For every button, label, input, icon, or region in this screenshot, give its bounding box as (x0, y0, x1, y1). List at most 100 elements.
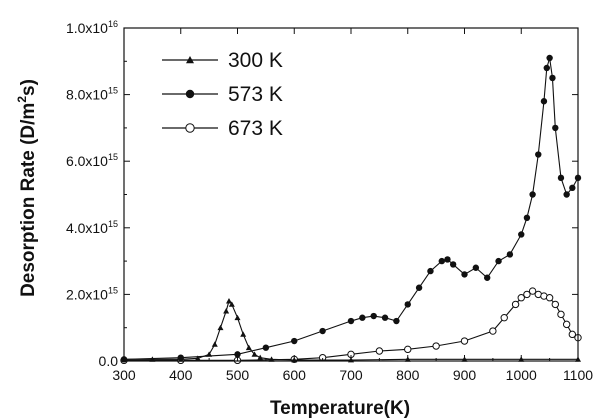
data-point (540, 98, 548, 105)
data-point (569, 184, 576, 192)
data-point (523, 214, 531, 222)
plot-area (120, 54, 582, 365)
x-tick-label: 400 (169, 367, 193, 383)
y-tick-mantissa: 2.0x10 (66, 286, 108, 302)
data-point (262, 344, 270, 351)
y-axis-title-end: s) (18, 79, 39, 96)
data-point (568, 330, 577, 339)
y-tick-label: 0.0 (99, 353, 119, 369)
data-point (535, 151, 542, 158)
x-tick-label: 600 (283, 367, 307, 383)
data-point (549, 74, 556, 82)
data-point (472, 264, 480, 271)
x-tick-label: 1100 (563, 367, 593, 383)
x-tick-label: 500 (226, 367, 250, 383)
y-axis-title-main: Desorption Rate (D/m (18, 103, 39, 297)
data-point (225, 298, 232, 304)
x-tick-label: 300 (112, 367, 136, 383)
data-point (234, 351, 241, 358)
data-point (234, 314, 241, 321)
legend-entry: 300 K (162, 49, 283, 72)
y-tick-exponent: 15 (108, 219, 118, 229)
x-axis-title: Temperature(K) (270, 398, 410, 419)
data-point (257, 354, 264, 361)
data-point (404, 301, 411, 308)
legend-label: 300 K (228, 49, 283, 72)
x-tick-label: 700 (339, 367, 363, 383)
legend-label: 673 K (228, 117, 283, 140)
y-axis-title: Desorption Rate (D/m2s) (15, 79, 39, 297)
series-line (124, 290, 579, 361)
data-point (404, 345, 412, 354)
data-point (268, 356, 275, 362)
data-point (432, 342, 440, 350)
y-tick-exponent: 15 (108, 285, 118, 295)
legend-marker (185, 89, 195, 99)
data-point (551, 300, 559, 309)
x-tick-label: 1000 (506, 367, 537, 383)
data-point (528, 287, 537, 295)
data-point (484, 274, 491, 281)
y-tick-label: 6.0x1015 (66, 152, 118, 169)
data-point (500, 314, 508, 322)
x-tick-label: 900 (453, 367, 477, 383)
data-point (545, 294, 554, 302)
y-tick-label: 1.0x1016 (66, 19, 118, 36)
data-point (251, 351, 258, 357)
data-point (245, 344, 252, 351)
legend-entry: 673 K (162, 117, 283, 140)
data-point (347, 317, 355, 325)
data-point (557, 310, 565, 319)
y-tick-mantissa: 6.0x10 (66, 153, 108, 169)
data-point (489, 327, 497, 335)
data-point (511, 300, 520, 309)
data-point (460, 337, 469, 345)
data-point (461, 271, 468, 278)
y-axis-title-sup: 2 (15, 96, 29, 103)
y-tick-mantissa: 4.0x10 (66, 220, 108, 236)
data-point (562, 320, 571, 329)
data-point (563, 191, 570, 198)
data-point (223, 308, 230, 314)
data-point (495, 257, 502, 265)
y-tick-exponent: 16 (108, 19, 118, 29)
axes: 300 400 500 600 700 800 900 1000 11000.02.0x1015… (66, 19, 593, 383)
y-tick-exponent: 15 (108, 86, 118, 96)
data-point (194, 355, 201, 361)
data-point (552, 124, 559, 132)
data-point (506, 251, 514, 258)
series-573k (120, 54, 582, 363)
data-point (393, 317, 400, 325)
x-tick-label: 800 (396, 367, 420, 383)
data-point (359, 314, 366, 321)
y-tick-label: 8.0x1015 (66, 86, 118, 103)
data-point (449, 261, 457, 268)
data-point (211, 341, 218, 347)
legend-label: 573 K (228, 83, 283, 106)
data-point (529, 191, 536, 198)
data-point (543, 64, 550, 72)
y-tick-exponent: 15 (108, 152, 118, 162)
data-point (415, 284, 423, 291)
data-point (444, 256, 451, 263)
data-point (517, 294, 525, 302)
y-tick-label: 2.0x1015 (66, 285, 118, 302)
data-point (375, 347, 384, 355)
data-point (557, 174, 565, 182)
series-673k (120, 287, 582, 365)
data-point (228, 301, 235, 307)
data-point (518, 231, 525, 238)
y-tick-mantissa: 0.0 (99, 353, 119, 369)
legend-entry: 573 K (162, 83, 283, 106)
legend-marker (185, 123, 195, 133)
data-point (370, 312, 377, 320)
data-point (291, 337, 298, 345)
data-point (240, 331, 247, 337)
data-point (438, 257, 445, 265)
y-tick-mantissa: 8.0x10 (66, 87, 108, 103)
legend-marker (186, 56, 194, 64)
series-line (123, 57, 579, 360)
y-tick-label: 4.0x1015 (66, 219, 118, 236)
y-tick-mantissa: 1.0x10 (66, 20, 108, 36)
